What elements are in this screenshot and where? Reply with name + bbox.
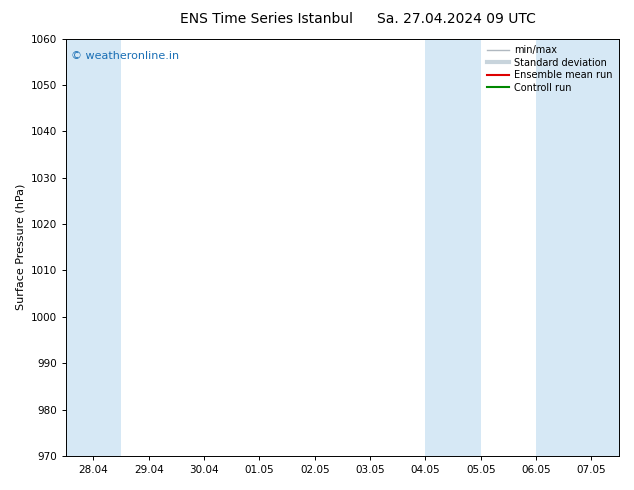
Y-axis label: Surface Pressure (hPa): Surface Pressure (hPa)	[15, 184, 25, 311]
Legend: min/max, Standard deviation, Ensemble mean run, Controll run: min/max, Standard deviation, Ensemble me…	[486, 44, 614, 95]
Bar	[66, 39, 121, 456]
Text: ENS Time Series Istanbul: ENS Time Series Istanbul	[180, 12, 353, 26]
Bar	[536, 39, 619, 456]
Text: Sa. 27.04.2024 09 UTC: Sa. 27.04.2024 09 UTC	[377, 12, 536, 26]
Bar	[425, 39, 481, 456]
Text: © weatheronline.in: © weatheronline.in	[72, 51, 179, 61]
